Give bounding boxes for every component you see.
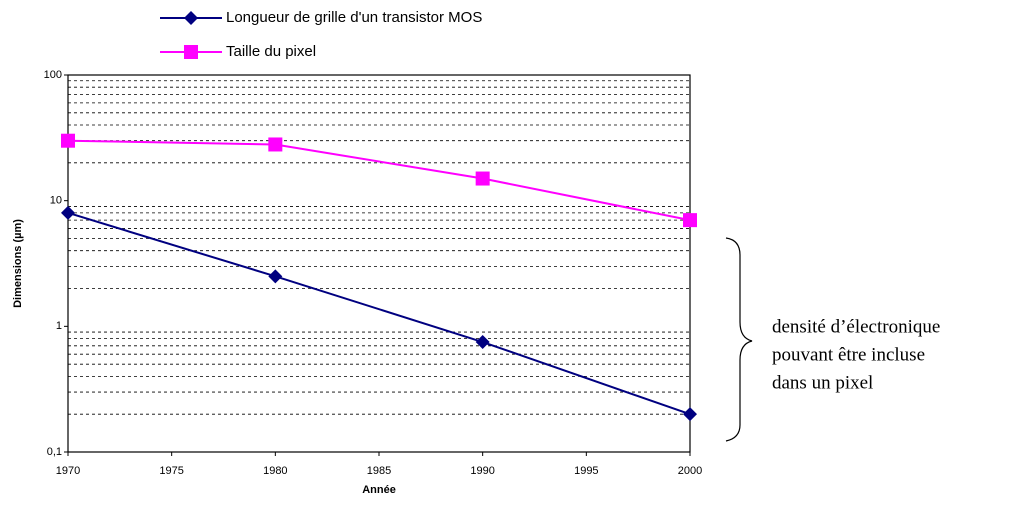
x-axis-label: Année	[362, 484, 396, 496]
x-tick-label: 1990	[470, 465, 494, 477]
annotation: pouvant être incluse	[772, 344, 925, 365]
data-point	[475, 171, 490, 186]
x-tick-label: 1995	[574, 465, 598, 477]
legend-label: Taille du pixel	[226, 43, 316, 60]
data-point	[61, 133, 75, 148]
data-point	[683, 213, 697, 228]
data-point	[683, 407, 697, 422]
plot-frame	[67, 74, 691, 453]
x-tick-label: 2000	[678, 465, 702, 477]
series-line	[67, 139, 691, 222]
y-tick-label: 1	[56, 320, 62, 332]
legend-label: Longueur de grille d'un transistor MOS	[226, 9, 482, 26]
data-point	[61, 205, 75, 220]
data-point	[268, 269, 283, 284]
annotation: dans un pixel	[772, 372, 873, 393]
data-point	[475, 335, 490, 350]
y-tick-label: 10	[50, 195, 62, 207]
data-point	[268, 137, 283, 152]
brace	[725, 237, 753, 442]
y-tick-label: 100	[44, 69, 62, 81]
y-tick-label: 0,1	[47, 446, 62, 458]
x-tick-label: 1975	[159, 465, 183, 477]
x-tick-label: 1985	[367, 465, 391, 477]
annotation: densité d’électronique	[772, 316, 940, 337]
x-tick-label: 1970	[56, 465, 80, 477]
legend-marker	[184, 11, 198, 25]
series-line	[67, 211, 691, 416]
x-tick-label: 1980	[263, 465, 287, 477]
legend-marker	[184, 45, 198, 59]
y-axis-label: Dimensions (µm)	[12, 219, 24, 308]
